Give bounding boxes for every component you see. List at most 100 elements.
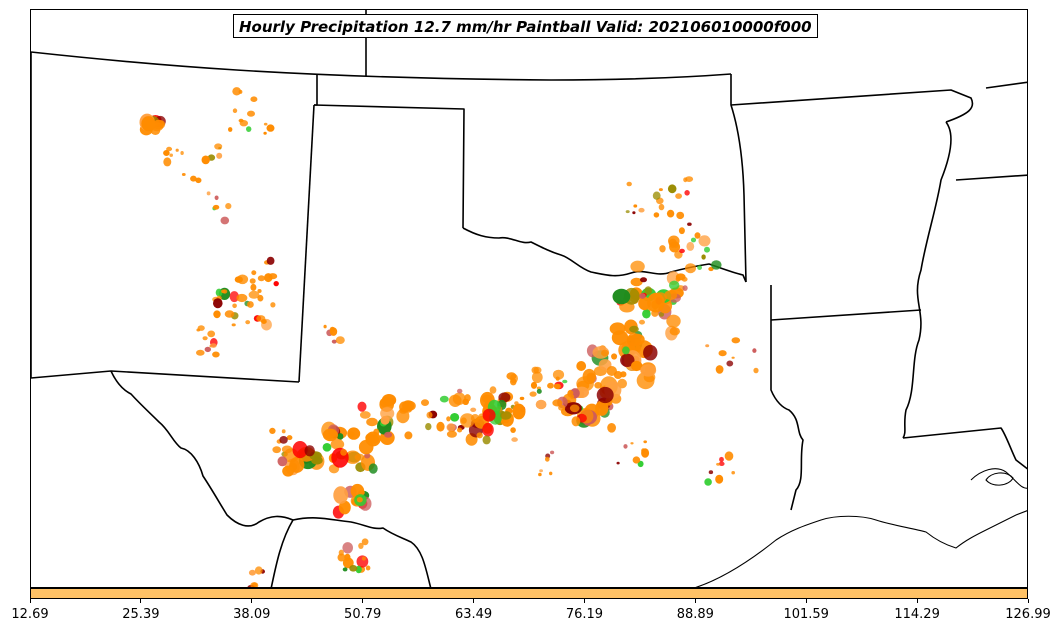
precip-blob (626, 181, 632, 187)
precip-blob (359, 411, 371, 419)
precip-blob (489, 386, 497, 394)
precip-blob (718, 461, 725, 466)
state-borders (31, 10, 1027, 587)
precip-blob (539, 469, 543, 473)
precip-blob (716, 462, 721, 466)
precip-blob (323, 324, 327, 329)
precip-blob (236, 293, 248, 303)
precipitation-paintballs (139, 87, 759, 587)
precip-blob (246, 126, 252, 132)
precip-blob (361, 538, 369, 546)
precip-blob (569, 404, 580, 413)
precip-blob (277, 456, 288, 467)
precip-blob (214, 195, 219, 201)
precip-blob (705, 344, 710, 348)
precip-blob (476, 432, 483, 439)
precip-blob (666, 209, 675, 218)
precip-blob (181, 173, 186, 176)
precip-blob (535, 399, 547, 410)
colorbar-tick-label: 38.09 (233, 607, 271, 622)
precip-blob (250, 283, 257, 291)
precip-blob (681, 276, 688, 282)
precip-blob (257, 275, 265, 282)
precip-blob (694, 232, 701, 239)
precip-blob (331, 339, 337, 344)
colorbar-tick-label: 88.89 (676, 607, 714, 622)
colorbar-tick (473, 599, 475, 603)
precip-blob (643, 440, 647, 444)
border-panhandle-north (313, 104, 465, 229)
precip-blob (690, 237, 697, 243)
precip-blob (460, 417, 467, 424)
precip-blob (675, 276, 681, 282)
precip-blob (292, 441, 308, 459)
precip-blob (404, 431, 413, 440)
precip-blob (481, 394, 493, 403)
precip-blob (519, 396, 525, 401)
precip-blob (266, 256, 275, 265)
precip-blob (658, 188, 663, 192)
precip-blob (715, 365, 724, 374)
precip-blob (687, 222, 692, 226)
precip-blob (436, 421, 445, 432)
precip-blob (426, 411, 433, 419)
precip-blob (679, 248, 685, 254)
border-ar-la (770, 309, 922, 321)
precip-blob (667, 184, 677, 194)
colorbar-tick (362, 599, 364, 603)
precip-blob (384, 431, 393, 438)
precip-blob (399, 401, 411, 413)
precip-blob (678, 227, 685, 235)
precip-blob (263, 122, 268, 126)
precip-blob (552, 369, 565, 380)
precip-blob (358, 542, 364, 550)
precip-blob (731, 356, 735, 359)
precip-blob (531, 366, 539, 374)
precip-blob (337, 553, 346, 562)
border-ar-east (902, 121, 952, 439)
precip-blob (279, 436, 288, 444)
precip-blob (365, 565, 371, 571)
precip-blob (450, 413, 460, 422)
precip-blob (163, 157, 172, 167)
precip-blob (425, 423, 432, 431)
precip-blob (340, 448, 347, 456)
precip-blob (682, 285, 688, 291)
precip-blob (674, 250, 683, 259)
precip-blob (510, 427, 516, 433)
precip-blob (232, 108, 238, 113)
precip-blob (169, 153, 173, 157)
precip-blob (207, 330, 216, 338)
precip-blob (257, 294, 264, 302)
precip-blob (536, 388, 542, 394)
precip-blob (708, 470, 714, 475)
precip-blob (506, 372, 517, 380)
precip-blob (611, 353, 618, 360)
precip-blob (330, 438, 345, 450)
precip-blob (239, 120, 248, 127)
precip-blob (380, 415, 390, 425)
border-ok-east (730, 74, 747, 283)
precip-blob (562, 379, 568, 384)
colorbar-tick (916, 599, 918, 603)
precip-blob (361, 556, 366, 561)
precip-blob (202, 336, 208, 341)
precip-blob (446, 423, 456, 432)
precip-blob (498, 392, 511, 403)
precip-blob (639, 319, 645, 325)
border-red-river (462, 227, 747, 283)
precip-blob (550, 450, 555, 455)
precip-blob (225, 203, 232, 210)
precip-blob (335, 336, 345, 344)
colorbar (30, 588, 1028, 599)
precip-blob (658, 312, 665, 317)
precip-blob (347, 431, 355, 438)
precip-blob (354, 453, 365, 461)
precip-blob (570, 394, 575, 400)
precip-blob (632, 211, 636, 215)
precip-blob (512, 403, 526, 420)
precip-blob (482, 422, 494, 437)
precip-blob (711, 260, 722, 270)
precip-blob (210, 343, 217, 348)
